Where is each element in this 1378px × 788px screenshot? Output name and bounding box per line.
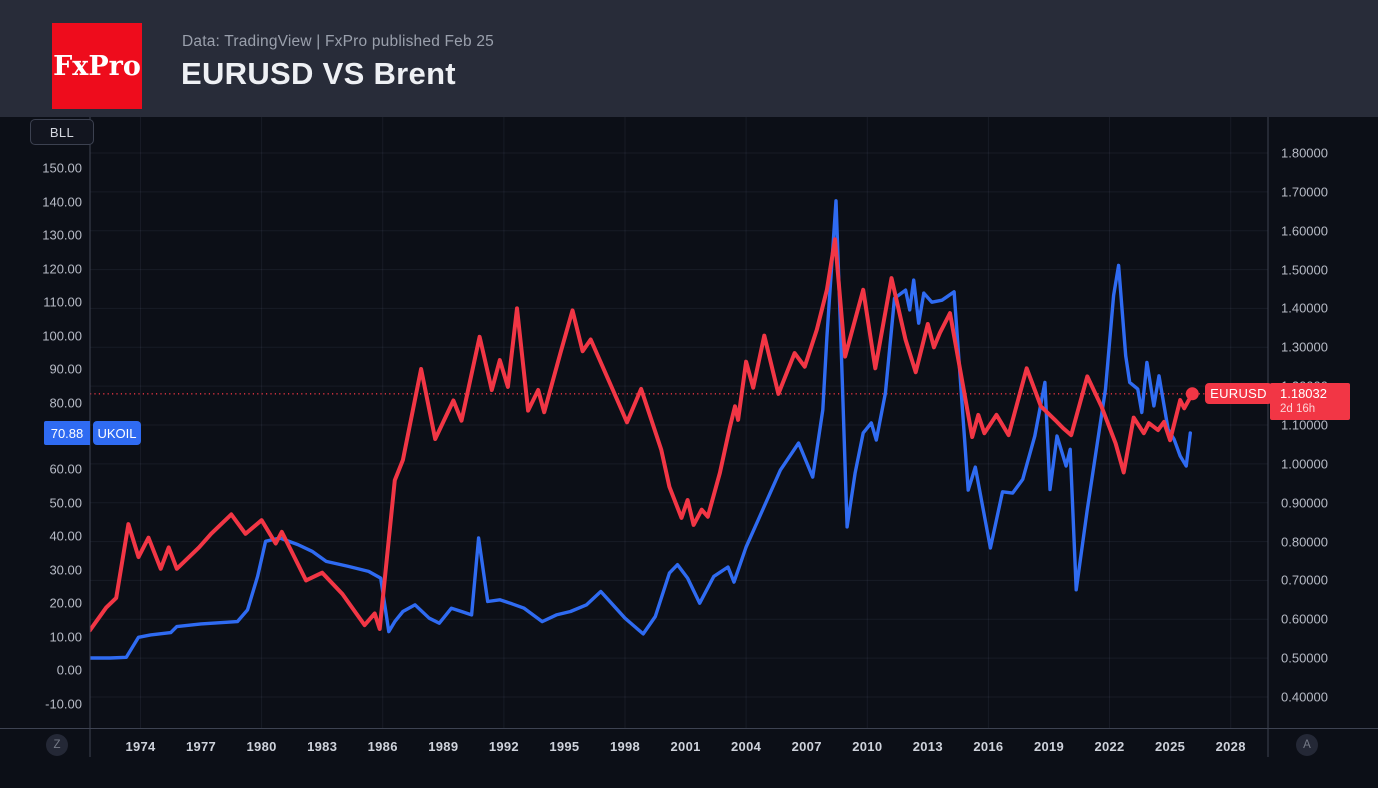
left-axis-tick: 100.00 (42, 328, 82, 344)
right-axis-tick: 1.00000 (1281, 456, 1328, 472)
right-axis-tick: 1.50000 (1281, 262, 1328, 278)
right-axis-tick: 0.70000 (1281, 572, 1328, 588)
left-axis-tick: 30.00 (49, 562, 82, 578)
right-axis-tick: 0.90000 (1281, 495, 1328, 511)
time-axis-tick: 2019 (1033, 739, 1065, 754)
left-axis-tick: 60.00 (49, 461, 82, 477)
time-axis-tick: 2010 (852, 739, 883, 754)
left-axis-tick: 140.00 (42, 194, 82, 210)
page-title: EURUSD VS Brent (181, 56, 456, 91)
left-axis-tick: -10.00 (45, 696, 82, 711)
eurusd-countdown: 2d 16h (1280, 402, 1316, 415)
timezone-button[interactable]: Z (46, 734, 68, 756)
time-axis-tick: 2007 (791, 739, 822, 754)
right-axis-tick: 0.80000 (1281, 534, 1328, 550)
left-axis-unit-label: BLL (49, 124, 75, 140)
time-axis-tick: 1980 (246, 739, 277, 754)
time-axis-tick: 1974 (125, 739, 156, 754)
left-axis-tick: 40.00 (49, 528, 82, 544)
right-axis-tick: 0.40000 (1281, 689, 1328, 705)
left-axis-tick: 20.00 (49, 595, 82, 611)
eurusd-symbol-chip[interactable]: EURUSD (1205, 383, 1272, 405)
time-axis-tick: 2013 (912, 739, 943, 754)
time-axis-tick: 1989 (428, 739, 459, 754)
header: FxPro Data: TradingView | FxPro publishe… (0, 0, 1378, 117)
ukoil-symbol-chip[interactable]: UKOIL (93, 421, 141, 445)
time-axis-tick: 2025 (1155, 739, 1186, 754)
right-axis-tick: 0.60000 (1281, 611, 1328, 627)
time-axis-tick: 1977 (185, 739, 217, 754)
left-axis-tick: 130.00 (42, 227, 82, 243)
right-axis-tick: 1.40000 (1281, 300, 1328, 316)
auto-scale-button[interactable]: A (1296, 734, 1318, 756)
time-axis-tick: 2028 (1215, 739, 1246, 754)
left-axis-tick: 110.00 (43, 294, 82, 310)
left-axis-tick: 0.00 (56, 662, 82, 678)
fxpro-logo-text: FxPro (53, 50, 141, 82)
time-axis-tick: 2016 (973, 739, 1004, 754)
left-axis-tick: 120.00 (42, 261, 82, 277)
time-axis-tick: 2001 (670, 739, 701, 754)
left-axis-tick: 90.00 (49, 361, 82, 377)
fxpro-logo: FxPro (52, 23, 142, 109)
time-axis-tick: 1986 (367, 739, 398, 754)
right-axis-tick: 0.50000 (1281, 650, 1328, 666)
time-axis-tick: 1992 (488, 739, 519, 754)
left-axis-tick: 10.00 (49, 629, 82, 645)
eurusd-price-badge: 1.18032 2d 16h (1270, 382, 1350, 420)
right-axis-tick: 1.80000 (1281, 145, 1328, 161)
time-axis-tick: 1998 (609, 739, 641, 754)
left-axis-unit-chip[interactable]: BLL (30, 119, 94, 145)
right-axis-tick: 1.60000 (1281, 223, 1328, 239)
time-axis-tick: 2004 (731, 739, 762, 754)
ukoil-price-badge: 70.88 (44, 421, 90, 445)
right-axis-tick: 1.10000 (1281, 417, 1328, 433)
eurusd-last-price: 1.18032 (1280, 385, 1327, 401)
left-axis-tick: 50.00 (49, 495, 82, 511)
chart-source-caption: Data: TradingView | FxPro published Feb … (182, 33, 494, 50)
right-axis-tick: 1.70000 (1281, 184, 1328, 200)
time-axis-tick: 2022 (1094, 739, 1125, 754)
left-axis-tick: 80.00 (49, 395, 82, 410)
left-axis-tick: 150.00 (42, 160, 82, 176)
right-axis-tick: 1.30000 (1281, 339, 1328, 355)
time-axis-tick: 1983 (307, 739, 338, 754)
time-axis-tick: 1995 (549, 739, 580, 754)
